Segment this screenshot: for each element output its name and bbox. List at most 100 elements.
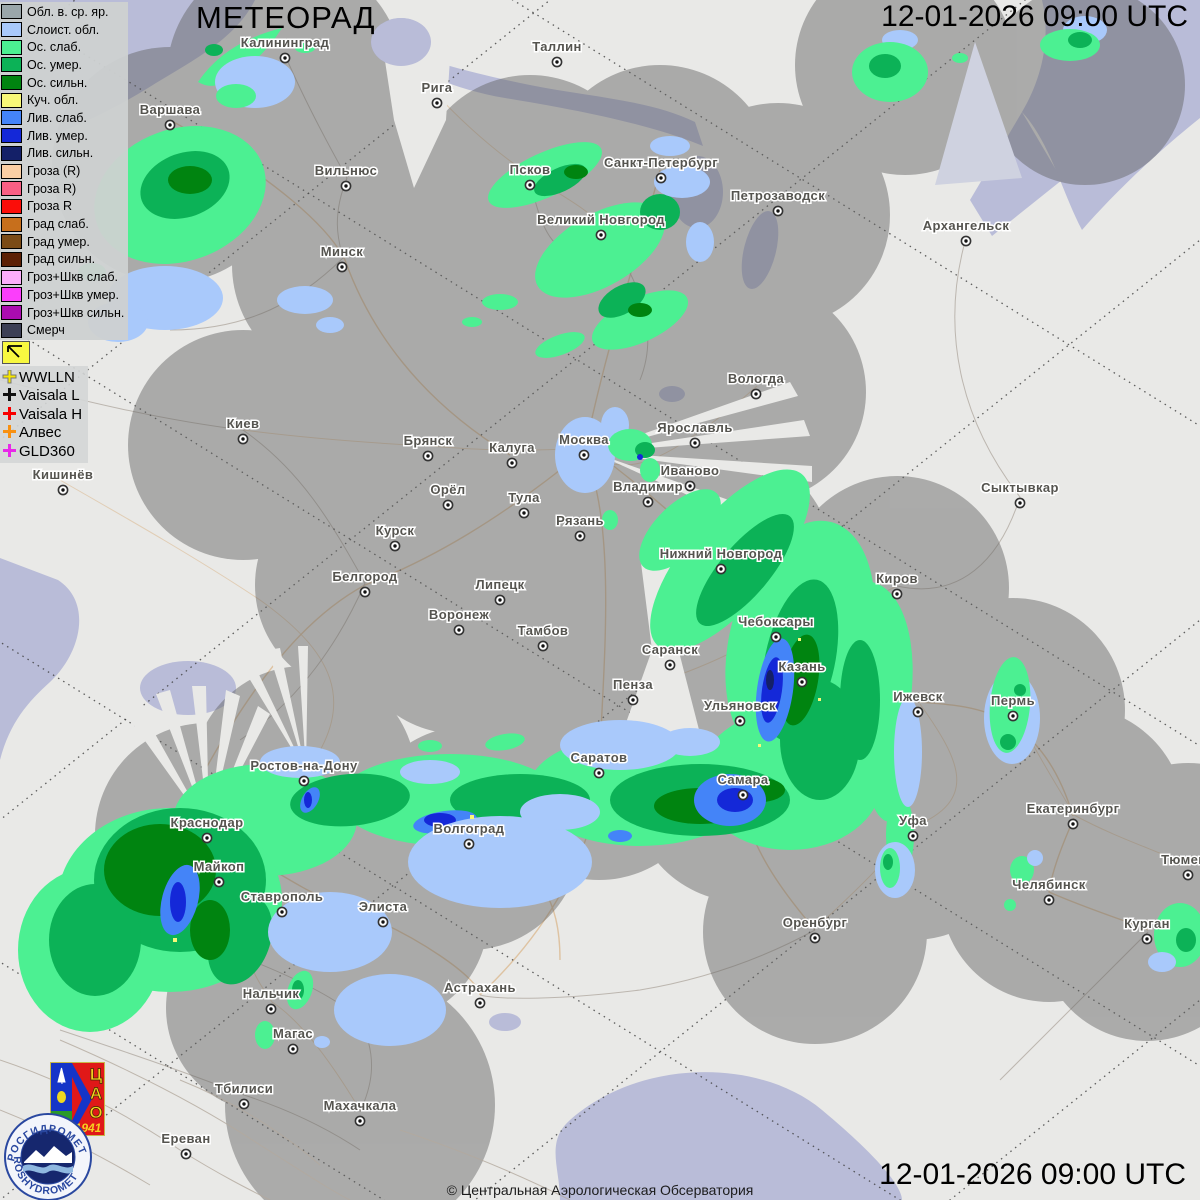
city-dot-inner: [184, 1152, 188, 1156]
city-marker-group[interactable]: Варшава: [138, 101, 202, 131]
city-label: Москва: [559, 432, 609, 447]
city-label: Таллин: [532, 39, 582, 54]
city-marker-group[interactable]: Калининград: [239, 34, 331, 64]
city-marker-group[interactable]: Минск: [319, 243, 364, 273]
city-dot-inner: [291, 1047, 295, 1051]
city-marker-group[interactable]: Рига: [420, 79, 454, 109]
city-dot-inner: [522, 511, 526, 515]
city-label: Сыктывкар: [981, 480, 1059, 495]
city-marker-group[interactable]: Ростов-на-Дону: [249, 757, 359, 787]
city-dot-inner: [217, 880, 221, 884]
city-dot-inner: [1018, 501, 1022, 505]
legend-swatch: [1, 92, 22, 108]
city-dot-inner: [478, 1001, 482, 1005]
city-marker-group[interactable]: Челябинск: [1011, 876, 1087, 906]
city-dot-inner: [646, 500, 650, 504]
city-marker-group[interactable]: Архангельск: [921, 217, 1010, 247]
city-marker-group[interactable]: Пенза: [612, 676, 654, 706]
city-marker-group[interactable]: Ижевск: [892, 688, 944, 718]
lightning-source-item: Алвес: [2, 424, 82, 443]
legend-item: Лив. сильн.: [1, 145, 124, 163]
beams-krasnodar: [120, 686, 270, 830]
city-marker-group[interactable]: Ереван: [160, 1130, 212, 1160]
legend-item: Лив. умер.: [1, 127, 124, 145]
city-marker-group[interactable]: Владимир: [612, 478, 684, 508]
lightning-cross-icon: [3, 388, 16, 402]
city-marker-group[interactable]: Санкт-Петербург: [602, 154, 719, 184]
city-marker-group[interactable]: Пермь: [990, 692, 1036, 722]
city-marker-group[interactable]: Майкоп: [192, 858, 245, 888]
city-label: Брянск: [404, 433, 453, 448]
city-marker-group[interactable]: Нальчик: [241, 985, 300, 1015]
city-marker-group[interactable]: Псков: [508, 161, 552, 191]
city-marker-group[interactable]: Самара: [716, 771, 770, 801]
city-dot-inner: [541, 644, 545, 648]
city-marker-group[interactable]: Белгород: [331, 568, 399, 598]
city-marker-group[interactable]: Краснодар: [169, 814, 245, 844]
legend-item: Слоист. обл.: [1, 21, 124, 39]
city-marker-group[interactable]: Нижний Новгород: [658, 545, 784, 575]
legend-label: Лив. слаб.: [27, 110, 87, 125]
city-marker-group[interactable]: Саратов: [569, 749, 629, 779]
city-marker-group[interactable]: Астрахань: [443, 979, 517, 1009]
legend-label: Град умер.: [27, 234, 90, 249]
city-marker-group[interactable]: Тбилиси: [213, 1080, 274, 1110]
city-marker-group[interactable]: Тула: [507, 489, 541, 519]
city-marker-group[interactable]: Москва: [558, 431, 610, 461]
city-label: Рига: [422, 80, 453, 95]
city-dot-inner: [693, 441, 697, 445]
city-marker-group[interactable]: Вильнюс: [313, 162, 378, 192]
city-marker-group[interactable]: Волгоград: [432, 820, 506, 850]
legend-swatch: [1, 75, 22, 91]
city-marker-group[interactable]: Петрозаводск: [729, 187, 826, 217]
city-marker-group[interactable]: Сыктывкар: [980, 479, 1060, 509]
lightning-source-item: Vaisala H: [2, 405, 82, 424]
city-marker-group[interactable]: Липецк: [474, 576, 526, 606]
city-marker-group[interactable]: Саранск: [640, 641, 699, 671]
city-marker-group[interactable]: Вологда: [726, 370, 786, 400]
legend-item: Гроз+Шкв сильн.: [1, 304, 124, 322]
lightning-cross-icon: [3, 406, 16, 420]
city-dot-inner: [426, 454, 430, 458]
city-marker-group[interactable]: Рязань: [555, 512, 605, 542]
city-marker-group[interactable]: Курск: [374, 522, 416, 552]
city-marker-group[interactable]: Ульяновск: [703, 697, 777, 727]
timestamp-top: 12-01-2026 09:00 UTC: [881, 0, 1188, 33]
city-marker-group[interactable]: Курган: [1123, 915, 1171, 945]
city-marker-group[interactable]: Ярославль: [656, 419, 734, 449]
city-marker-group[interactable]: Тамбов: [516, 622, 569, 652]
city-marker-group[interactable]: Магас: [271, 1025, 314, 1055]
city-marker-group[interactable]: Уфа: [898, 812, 928, 842]
city-marker-group[interactable]: Тюмень: [1160, 851, 1200, 881]
city-marker-group[interactable]: Екатеринбург: [1025, 800, 1121, 830]
city-marker-group[interactable]: Оренбург: [781, 914, 849, 944]
city-marker-group[interactable]: Ставрополь: [239, 888, 324, 918]
city-dot-inner: [283, 56, 287, 60]
city-marker-group[interactable]: Таллин: [531, 38, 583, 68]
city-marker-group[interactable]: Брянск: [402, 432, 454, 462]
city-marker-group[interactable]: Махачкала: [322, 1097, 398, 1127]
city-marker-group[interactable]: Чебоксары: [737, 613, 815, 643]
city-marker-group[interactable]: Киров: [875, 570, 919, 600]
city-marker-group[interactable]: Кишинёв: [31, 466, 94, 496]
legend-swatch: [1, 39, 22, 55]
city-marker-group[interactable]: Калуга: [488, 439, 536, 469]
city-marker-group[interactable]: Воронеж: [427, 606, 491, 636]
timestamp-bottom: 12-01-2026 09:00 UTC: [879, 1158, 1186, 1191]
city-marker-group[interactable]: Казань: [777, 658, 827, 688]
city-marker-group[interactable]: Великий Новгород: [536, 211, 666, 241]
city-label: Архангельск: [923, 218, 1010, 233]
legend-swatch: [1, 198, 22, 214]
lightning-source-item: WWLLN: [2, 368, 82, 387]
city-marker-group[interactable]: Иваново: [659, 462, 720, 492]
legend-label: Куч. обл.: [27, 93, 79, 108]
city-label: Ростов-на-Дону: [250, 758, 358, 773]
legend-label: Гроза R: [27, 199, 73, 214]
city-marker-group[interactable]: Киев: [225, 415, 260, 445]
city-marker-group[interactable]: Элиста: [357, 898, 409, 928]
city-label: Воронеж: [429, 607, 490, 622]
city-marker-group[interactable]: Орёл: [429, 481, 467, 511]
lightning-sources-legend: WWLLN Vaisala L Vaisala H Алвес GLD360: [0, 366, 89, 463]
legend-item: Куч. обл.: [1, 91, 124, 109]
